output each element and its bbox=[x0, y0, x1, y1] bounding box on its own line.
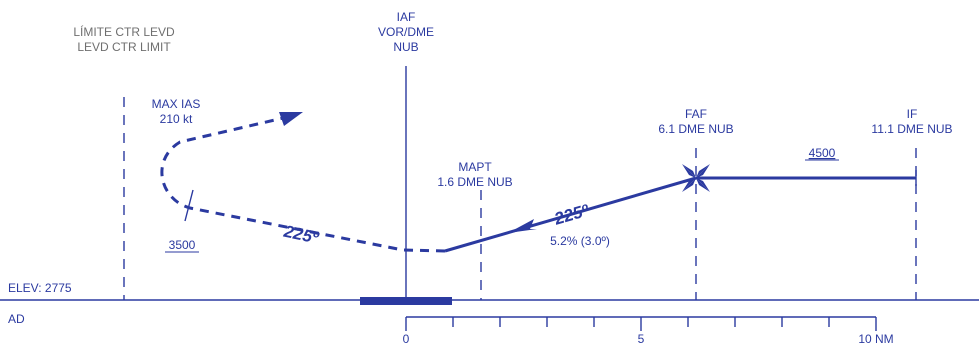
final-course-label: 225º bbox=[551, 201, 591, 229]
descent-gradient-label: 5.2% (3.0º) bbox=[550, 234, 610, 248]
max-ias-label: MAX IAS bbox=[152, 97, 201, 111]
if-dme-label: 11.1 DME NUB bbox=[871, 122, 952, 136]
ctr-limit-label-es: LÍMITE CTR LEVD bbox=[73, 24, 175, 39]
iaf-ident-label: NUB bbox=[393, 40, 418, 54]
missed-approach-arrow bbox=[279, 112, 303, 126]
iaf-label: IAF bbox=[397, 10, 416, 24]
final-approach-path bbox=[444, 176, 697, 253]
missed-course-label: 225º bbox=[281, 222, 321, 248]
altitude-4500: 4500 bbox=[809, 146, 836, 160]
aerodrome-label: AD bbox=[8, 312, 25, 326]
missed-altitude-tick bbox=[184, 189, 194, 222]
final-approach-arrow bbox=[508, 219, 537, 233]
max-ias-value: 210 kt bbox=[160, 112, 193, 126]
mapt-label: MAPT bbox=[458, 160, 492, 174]
aerodrome-bar bbox=[360, 297, 452, 305]
scale-label-10: 10 NM bbox=[858, 332, 893, 346]
ctr-limit-label-en: LEVD CTR LIMIT bbox=[77, 40, 171, 54]
missed-approach-path bbox=[160, 114, 446, 253]
altitude-3500: 3500 bbox=[169, 238, 196, 252]
faf-cross-icon bbox=[682, 164, 710, 192]
scale-label-5: 5 bbox=[638, 332, 645, 346]
mapt-dme-label: 1.6 DME NUB bbox=[437, 175, 512, 189]
scale-label-0: 0 bbox=[403, 332, 410, 346]
if-label: IF bbox=[907, 107, 918, 121]
scale-ticks bbox=[405, 317, 877, 331]
faf-dme-label: 6.1 DME NUB bbox=[658, 122, 733, 136]
iaf-navaid-label: VOR/DME bbox=[378, 25, 434, 39]
faf-label: FAF bbox=[685, 107, 707, 121]
elevation-label: ELEV: 2775 bbox=[8, 281, 72, 295]
